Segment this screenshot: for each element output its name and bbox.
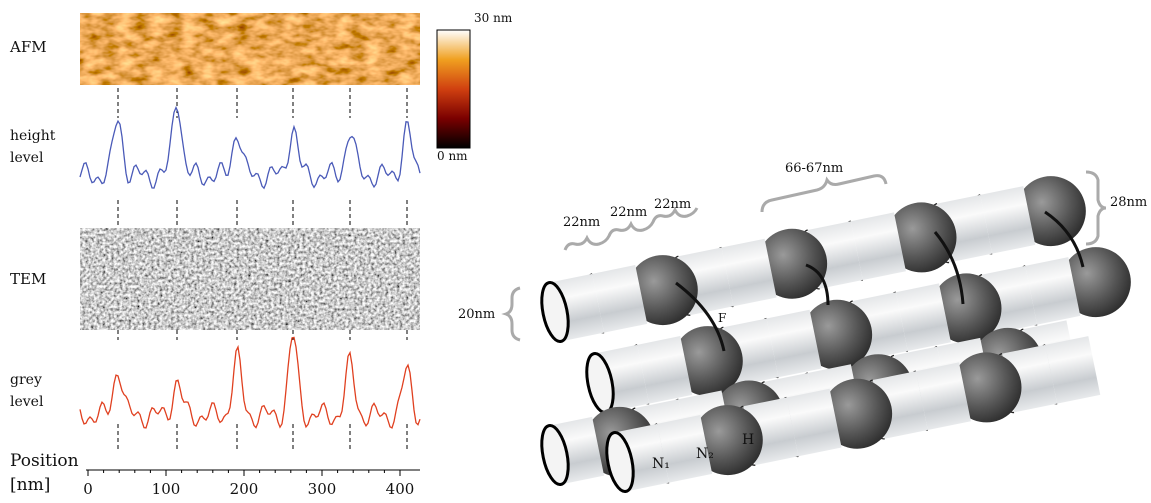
afm-label: AFM	[9, 38, 47, 56]
tick-label: 400	[386, 480, 415, 498]
colorbar	[437, 30, 470, 148]
h-label: H	[742, 432, 754, 448]
axis-label: [nm]	[10, 475, 50, 495]
segment-label: 22nm	[563, 215, 600, 230]
tick-label: 300	[308, 480, 337, 498]
segment-label: 22nm	[610, 205, 647, 220]
period-label: 66-67nm	[785, 161, 843, 176]
afm-image	[80, 13, 420, 85]
bracket	[1086, 172, 1106, 244]
segment-label: 22nm	[654, 197, 691, 212]
profile	[80, 337, 420, 428]
colorbar-top: 30 nm	[474, 11, 513, 25]
colorbar-bottom: 0 nm	[437, 149, 468, 163]
tick-label: 200	[230, 480, 259, 498]
height-label: level	[10, 150, 44, 166]
tem-label: TEM	[10, 270, 46, 288]
f-label: F	[718, 311, 726, 325]
n1-label: N₁	[652, 456, 670, 472]
figure: 30 nm 0 nm AFM height level TEM grey lev…	[0, 0, 1151, 499]
grey-label: grey	[10, 372, 42, 388]
left-panel: 30 nm 0 nm AFM height level TEM grey lev…	[9, 11, 513, 498]
fiber-label: 20nm	[458, 307, 495, 322]
tick-label: 100	[152, 480, 181, 498]
tem-image	[80, 228, 420, 330]
n2-label: N₂	[696, 446, 714, 462]
sphere-label: 28nm	[1110, 195, 1147, 210]
height-label: height	[10, 128, 56, 144]
bracket	[762, 176, 886, 212]
profile	[80, 108, 420, 189]
bracket	[506, 288, 520, 340]
axis-label: Position	[10, 451, 79, 471]
tick-label: 0	[83, 480, 93, 498]
grey-label: level	[10, 394, 44, 410]
